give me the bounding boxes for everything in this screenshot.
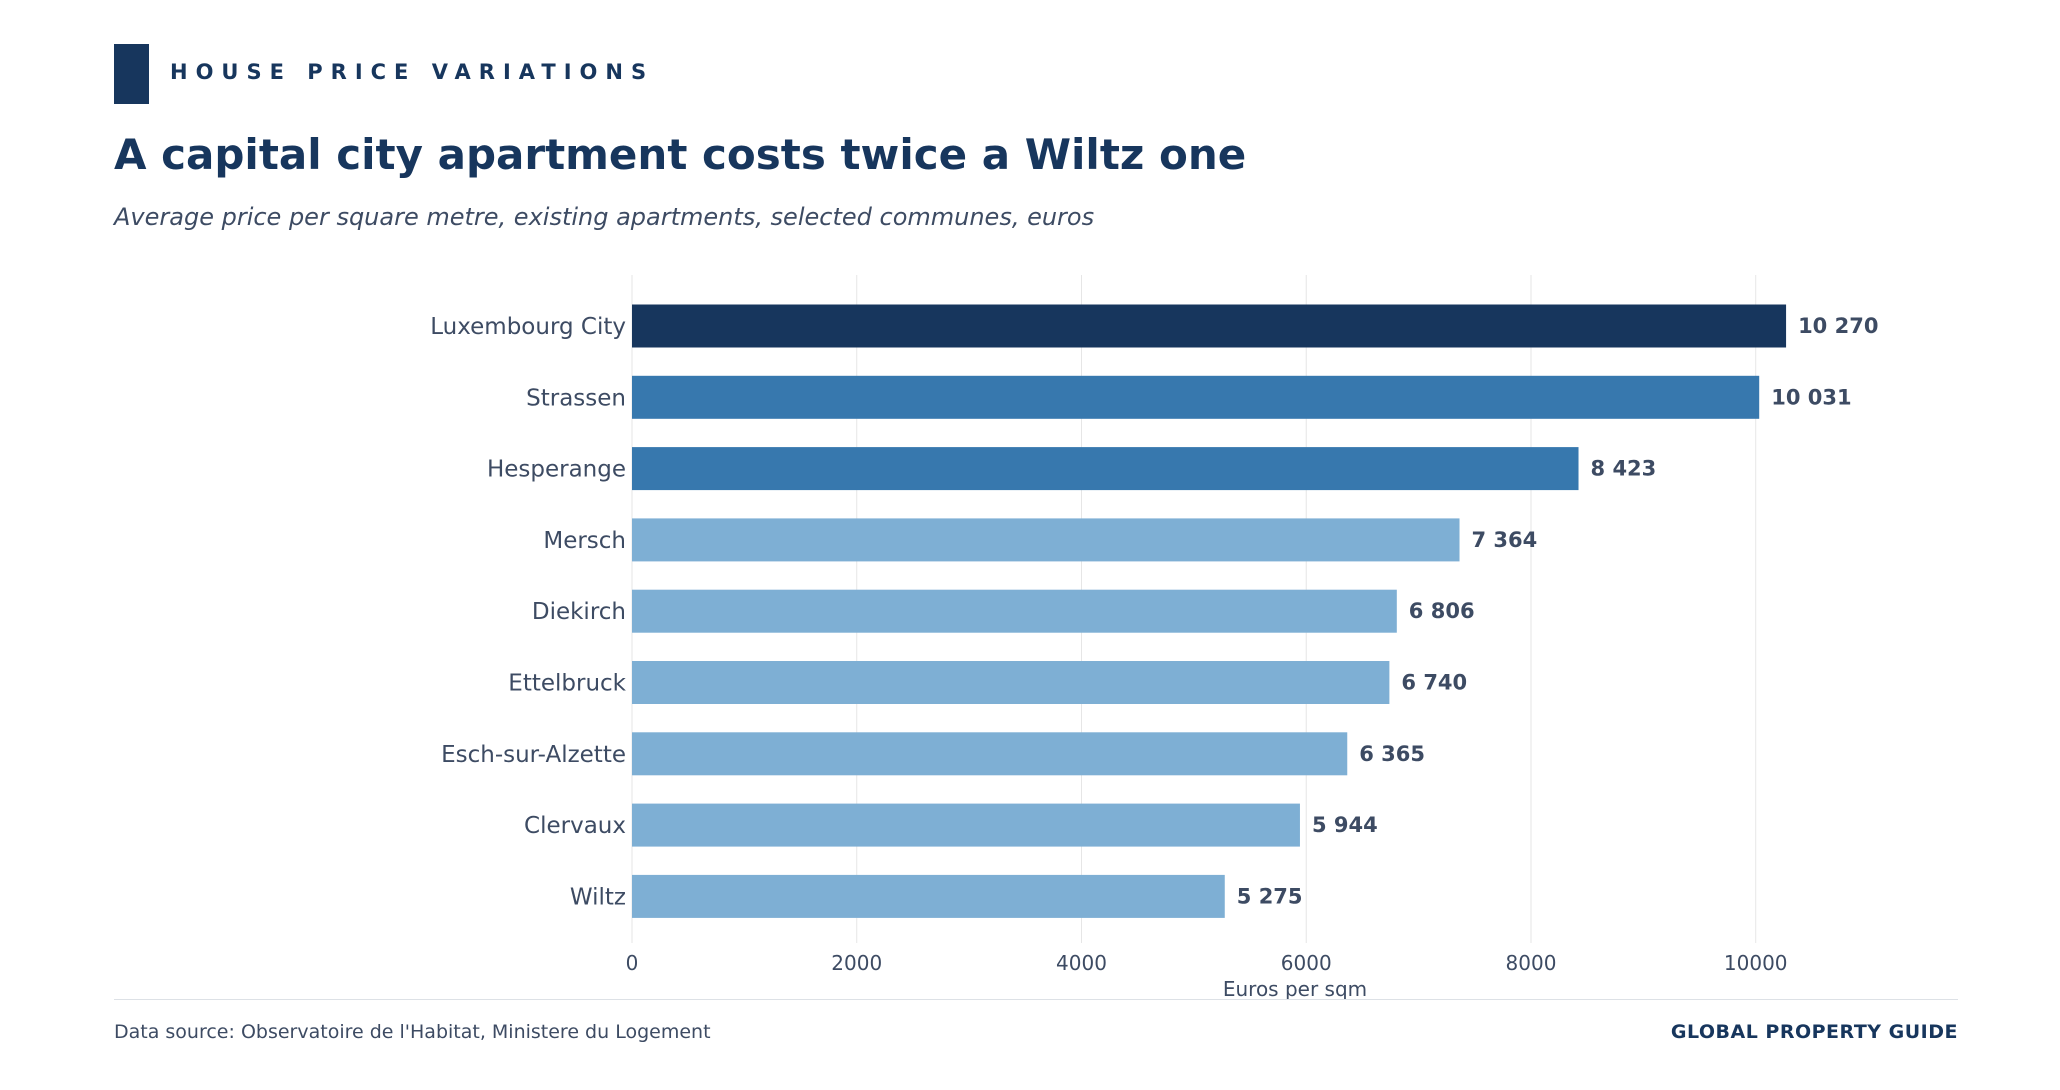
- bar: [632, 304, 1787, 348]
- data-label: 8 423: [1591, 457, 1657, 481]
- data-label: 6 806: [1409, 599, 1475, 623]
- x-tick-label: 10000: [1724, 951, 1788, 975]
- bar: [632, 732, 1348, 776]
- bar-chart: 0 2000 4000 6000 8000 10000 Euros per sqm Luxem…: [430, 275, 1878, 1000]
- category-label: Clervaux: [524, 813, 626, 839]
- bar: [632, 874, 1225, 918]
- data-label: 10 270: [1798, 314, 1878, 338]
- category-label: Luxembourg City: [430, 314, 626, 340]
- x-tick-label: 2000: [831, 951, 882, 975]
- bar: [632, 589, 1397, 633]
- x-tick-label: 6000: [1281, 951, 1332, 975]
- data-label: 5 275: [1237, 884, 1303, 908]
- category-label: Hesperange: [487, 457, 626, 483]
- category-label: Diekirch: [532, 599, 626, 625]
- bar: [632, 447, 1579, 491]
- category-label: Strassen: [526, 385, 626, 411]
- data-label: 6 740: [1401, 671, 1467, 695]
- data-source: Data source: Observatoire de l'Habitat, …: [114, 1021, 711, 1043]
- category-label: Wiltz: [570, 884, 626, 910]
- bars: [632, 304, 1787, 918]
- eyebrow-label: HOUSE PRICE VARIATIONS: [170, 60, 655, 84]
- category-label: Mersch: [543, 528, 626, 554]
- bar: [632, 661, 1390, 704]
- x-tick-label: 8000: [1506, 951, 1557, 975]
- data-label: 6 365: [1359, 742, 1425, 766]
- x-axis-label: Euros per sqm: [1223, 977, 1367, 1000]
- x-tick-label: 4000: [1056, 951, 1107, 975]
- bar: [632, 518, 1460, 562]
- x-tick-label: 0: [626, 951, 639, 975]
- chart-subtitle: Average price per square metre, existing…: [114, 203, 1095, 231]
- bar: [632, 803, 1300, 847]
- data-label: 10 031: [1771, 385, 1851, 409]
- chart-title: A capital city apartment costs twice a W…: [114, 130, 1247, 179]
- data-label: 5 944: [1312, 813, 1378, 837]
- accent-bar: [114, 44, 149, 104]
- footer-divider: [114, 999, 1958, 1000]
- labels: 0 2000 4000 6000 8000 10000 Euros per sqm Luxem…: [430, 314, 1878, 1000]
- bar: [632, 375, 1760, 419]
- data-label: 7 364: [1472, 528, 1538, 552]
- brand-name: GLOBAL PROPERTY GUIDE: [1670, 1021, 1958, 1043]
- category-label: Esch-sur-Alzette: [441, 742, 626, 768]
- category-label: Ettelbruck: [508, 671, 626, 697]
